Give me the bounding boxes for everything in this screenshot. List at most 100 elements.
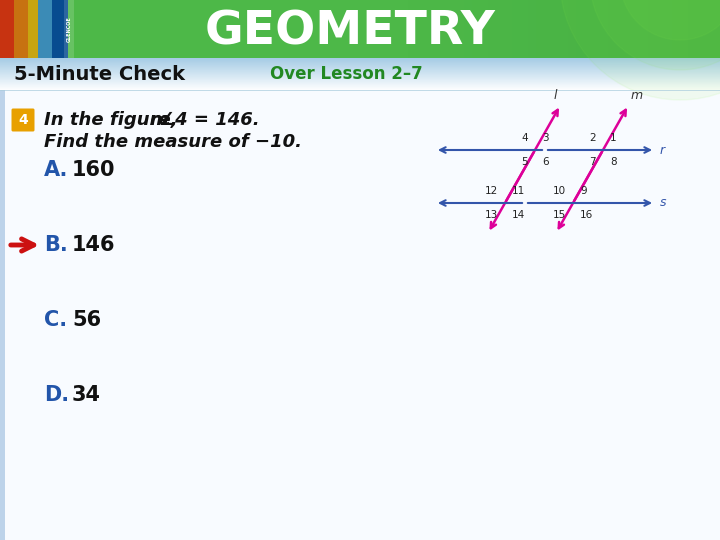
Text: 7: 7 xyxy=(590,157,596,167)
Text: 146: 146 xyxy=(72,235,115,255)
FancyBboxPatch shape xyxy=(0,84,720,85)
Text: 16: 16 xyxy=(580,210,593,220)
Text: r: r xyxy=(660,144,665,157)
FancyBboxPatch shape xyxy=(0,90,720,540)
Text: 8: 8 xyxy=(610,157,616,167)
Text: Find the measure of −10.: Find the measure of −10. xyxy=(44,133,302,151)
Text: 3: 3 xyxy=(542,133,549,143)
Text: 34: 34 xyxy=(72,385,101,405)
Text: s: s xyxy=(660,197,667,210)
FancyBboxPatch shape xyxy=(12,109,35,132)
Text: 2: 2 xyxy=(590,133,596,143)
FancyBboxPatch shape xyxy=(616,0,624,58)
Text: Over Lesson 2–7: Over Lesson 2–7 xyxy=(270,65,423,83)
FancyBboxPatch shape xyxy=(664,0,672,58)
FancyBboxPatch shape xyxy=(0,73,720,74)
Text: 5: 5 xyxy=(521,157,528,167)
FancyBboxPatch shape xyxy=(0,64,720,65)
FancyBboxPatch shape xyxy=(712,0,720,58)
Circle shape xyxy=(620,0,720,40)
FancyBboxPatch shape xyxy=(0,62,720,63)
Text: 13: 13 xyxy=(485,210,498,220)
Text: m: m xyxy=(631,89,642,102)
FancyBboxPatch shape xyxy=(512,0,520,58)
FancyBboxPatch shape xyxy=(0,67,720,68)
FancyBboxPatch shape xyxy=(0,90,5,540)
FancyBboxPatch shape xyxy=(0,68,720,69)
Text: GLENCOE: GLENCOE xyxy=(66,16,71,42)
FancyBboxPatch shape xyxy=(0,63,720,64)
FancyBboxPatch shape xyxy=(0,74,720,75)
FancyBboxPatch shape xyxy=(0,76,720,77)
FancyBboxPatch shape xyxy=(0,75,720,76)
FancyBboxPatch shape xyxy=(0,70,720,71)
Text: 6: 6 xyxy=(542,157,549,167)
Text: B.: B. xyxy=(44,235,68,255)
FancyBboxPatch shape xyxy=(504,0,512,58)
FancyBboxPatch shape xyxy=(672,0,680,58)
FancyBboxPatch shape xyxy=(584,0,592,58)
Circle shape xyxy=(560,0,720,100)
FancyBboxPatch shape xyxy=(38,0,52,58)
Text: 9: 9 xyxy=(580,186,587,196)
FancyBboxPatch shape xyxy=(0,0,720,58)
FancyBboxPatch shape xyxy=(0,0,68,58)
FancyBboxPatch shape xyxy=(688,0,696,58)
FancyBboxPatch shape xyxy=(680,0,688,58)
FancyBboxPatch shape xyxy=(0,60,720,61)
Text: 1: 1 xyxy=(610,133,616,143)
FancyBboxPatch shape xyxy=(0,71,720,72)
FancyBboxPatch shape xyxy=(0,83,720,84)
FancyBboxPatch shape xyxy=(0,79,720,80)
FancyBboxPatch shape xyxy=(14,0,28,58)
FancyBboxPatch shape xyxy=(648,0,656,58)
FancyBboxPatch shape xyxy=(0,59,720,60)
FancyBboxPatch shape xyxy=(496,0,504,58)
FancyBboxPatch shape xyxy=(64,0,74,58)
FancyBboxPatch shape xyxy=(0,86,720,87)
Text: In the figure,: In the figure, xyxy=(44,111,184,129)
FancyBboxPatch shape xyxy=(0,82,720,83)
FancyBboxPatch shape xyxy=(536,0,544,58)
Text: 160: 160 xyxy=(72,160,115,180)
FancyBboxPatch shape xyxy=(456,0,464,58)
FancyBboxPatch shape xyxy=(464,0,472,58)
FancyBboxPatch shape xyxy=(552,0,560,58)
Circle shape xyxy=(590,0,720,70)
Text: C.: C. xyxy=(44,310,67,330)
FancyBboxPatch shape xyxy=(0,87,720,88)
FancyBboxPatch shape xyxy=(0,80,720,81)
FancyBboxPatch shape xyxy=(472,0,480,58)
Text: 56: 56 xyxy=(72,310,101,330)
Text: 15: 15 xyxy=(553,210,566,220)
FancyBboxPatch shape xyxy=(656,0,664,58)
FancyBboxPatch shape xyxy=(696,0,704,58)
FancyBboxPatch shape xyxy=(0,66,720,67)
FancyBboxPatch shape xyxy=(480,0,488,58)
FancyBboxPatch shape xyxy=(52,0,68,58)
FancyBboxPatch shape xyxy=(0,85,720,86)
FancyBboxPatch shape xyxy=(0,58,720,59)
Text: m: m xyxy=(149,111,168,129)
FancyBboxPatch shape xyxy=(28,0,38,58)
Text: 4: 4 xyxy=(521,133,528,143)
FancyBboxPatch shape xyxy=(0,65,720,66)
FancyBboxPatch shape xyxy=(0,81,720,82)
FancyBboxPatch shape xyxy=(544,0,552,58)
Text: l: l xyxy=(554,89,557,102)
Text: D.: D. xyxy=(44,385,69,405)
FancyBboxPatch shape xyxy=(640,0,648,58)
FancyBboxPatch shape xyxy=(560,0,568,58)
FancyBboxPatch shape xyxy=(488,0,496,58)
FancyBboxPatch shape xyxy=(600,0,608,58)
FancyBboxPatch shape xyxy=(592,0,600,58)
FancyBboxPatch shape xyxy=(568,0,576,58)
Text: 11: 11 xyxy=(512,186,526,196)
Text: A.: A. xyxy=(44,160,68,180)
Text: ∠4 = 146.: ∠4 = 146. xyxy=(159,111,260,129)
Text: 10: 10 xyxy=(553,186,566,196)
Text: 14: 14 xyxy=(512,210,526,220)
FancyBboxPatch shape xyxy=(624,0,632,58)
FancyBboxPatch shape xyxy=(0,78,720,79)
Text: 5-Minute Check: 5-Minute Check xyxy=(14,64,185,84)
